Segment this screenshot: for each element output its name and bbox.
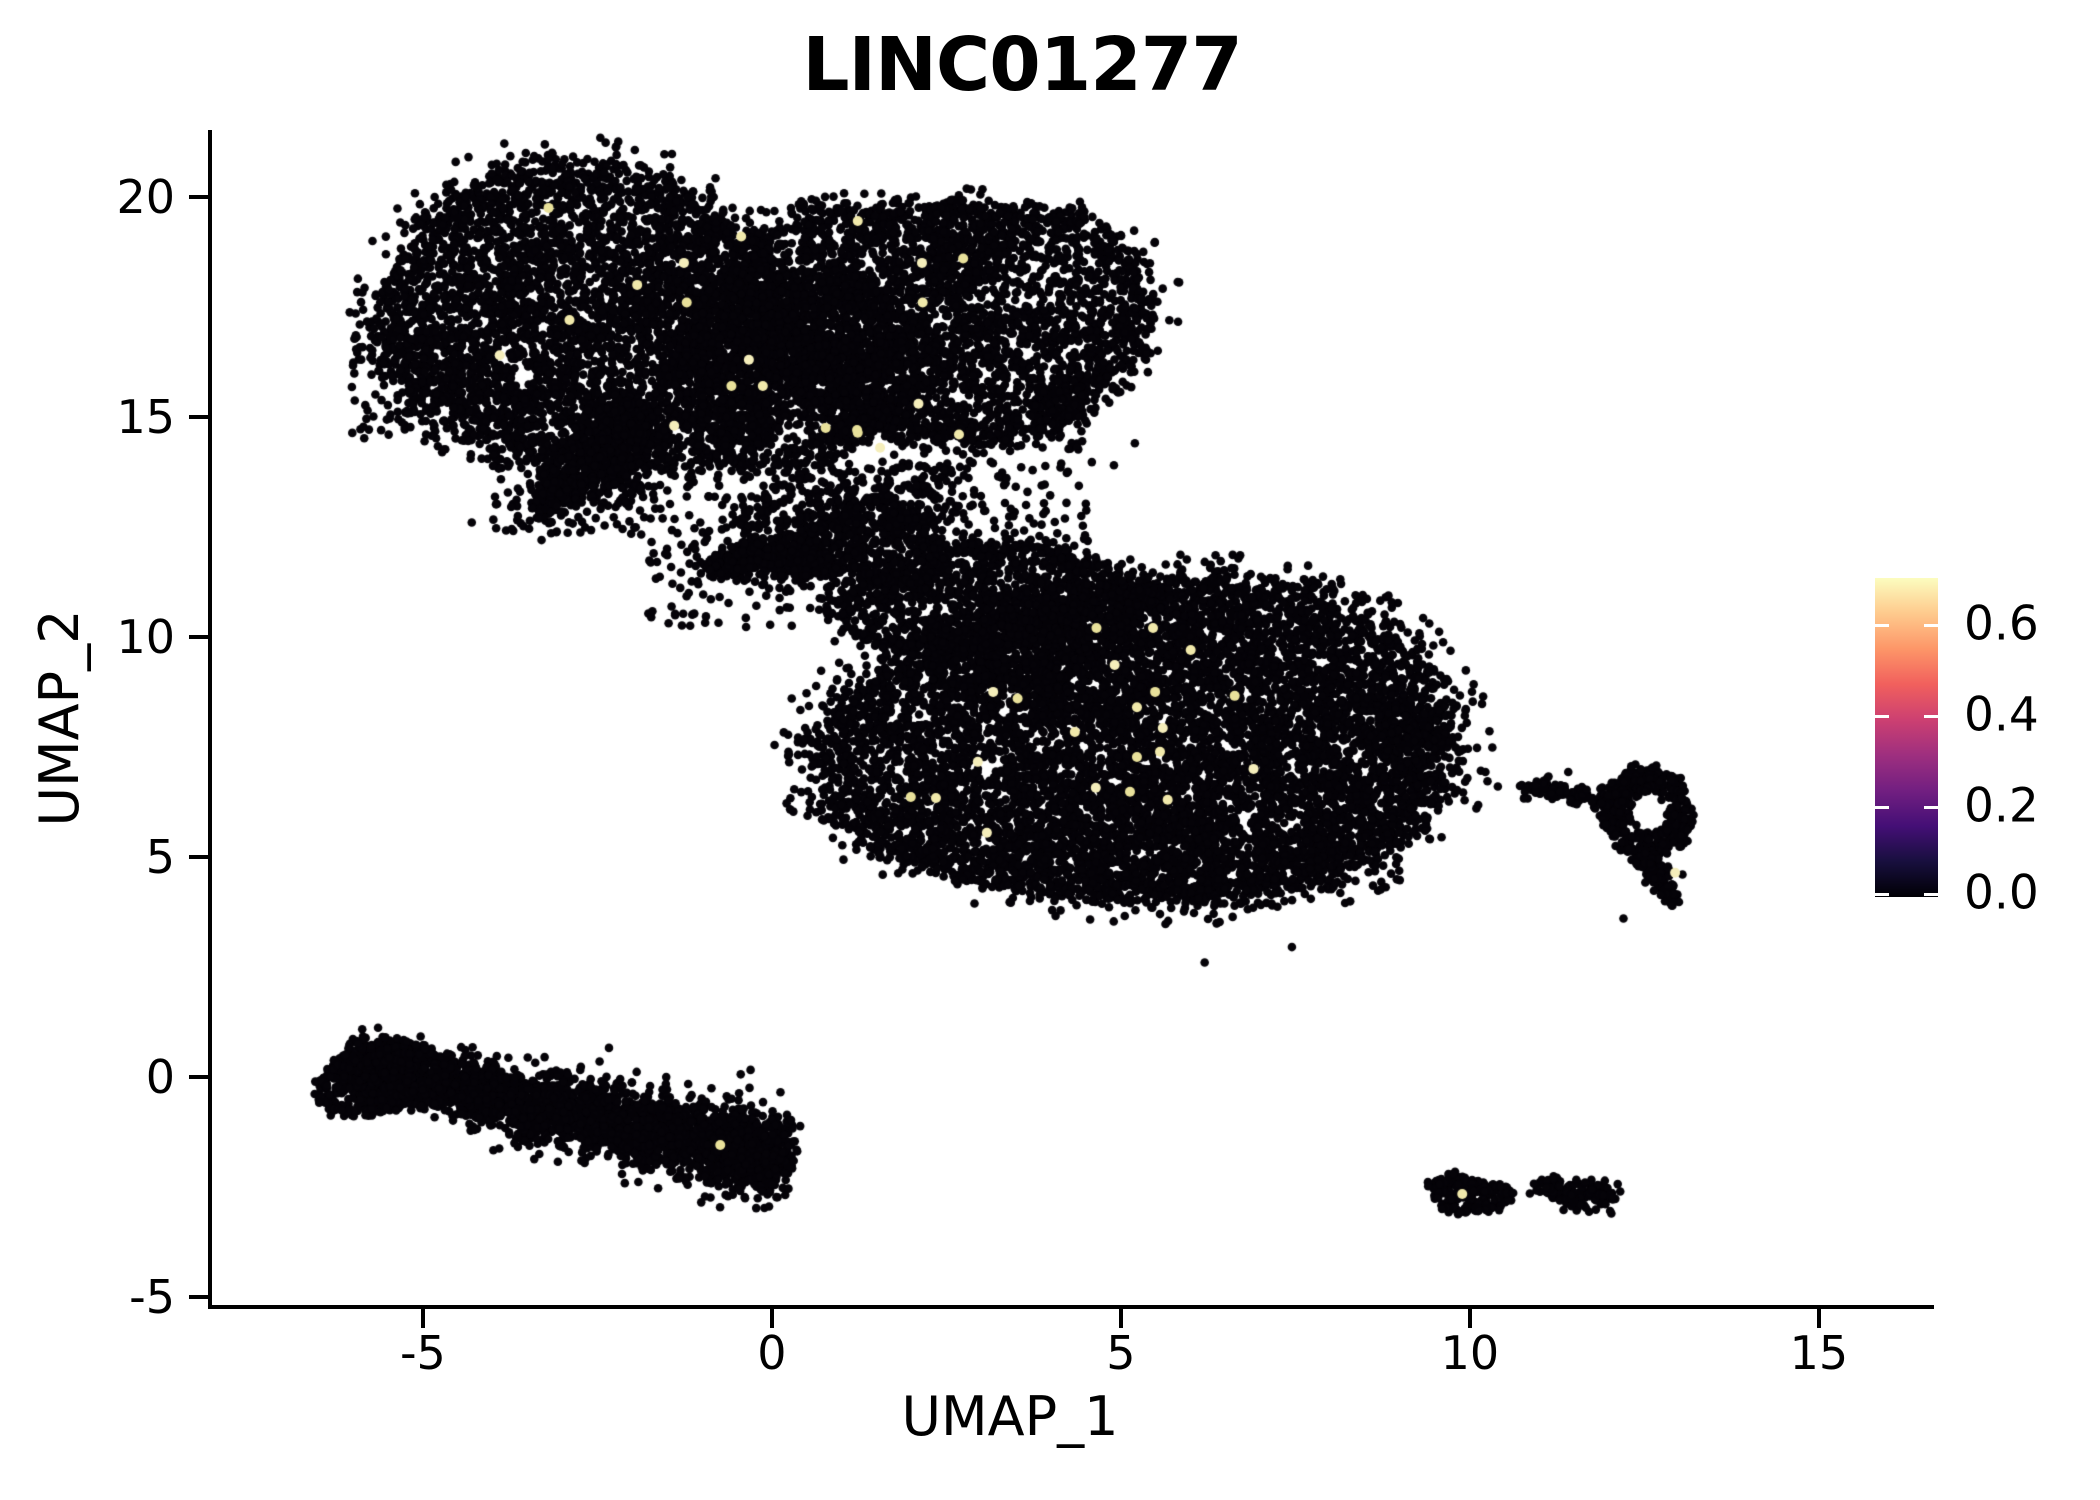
colorbar-tick-dash — [1924, 714, 1938, 718]
y-tick-label: 10 — [116, 609, 175, 664]
colorbar-tick-dash — [1875, 623, 1889, 627]
x-axis-line — [208, 1305, 1934, 1309]
x-tick-label: 15 — [1789, 1326, 1849, 1380]
y-tick-label: 0 — [145, 1049, 175, 1104]
y-tick-mark — [189, 634, 208, 639]
colorbar-tick-label: 0.0 — [1964, 865, 2039, 921]
y-tick-label: 15 — [116, 389, 175, 444]
x-tick-label: -5 — [399, 1326, 446, 1380]
y-tick-mark — [189, 194, 208, 199]
y-axis-title: UMAP_2 — [28, 609, 91, 827]
y-tick-label: -5 — [129, 1269, 175, 1324]
colorbar-tick-dash — [1875, 805, 1889, 809]
x-tick-label: 5 — [1106, 1326, 1136, 1380]
colorbar-gradient — [1875, 578, 1938, 897]
x-tick-mark — [1467, 1309, 1472, 1328]
x-tick-mark — [1816, 1309, 1821, 1328]
x-axis-title: UMAP_1 — [901, 1385, 1119, 1448]
y-tick-label: 5 — [145, 829, 175, 884]
y-axis-line — [208, 130, 212, 1309]
y-tick-mark — [189, 854, 208, 859]
x-tick-mark — [769, 1309, 774, 1328]
colorbar-tick-dash — [1875, 893, 1889, 896]
colorbar-tick-dash — [1924, 805, 1938, 809]
colorbar-tick-label: 0.2 — [1964, 778, 2039, 834]
x-tick-label: 10 — [1440, 1326, 1500, 1380]
colorbar-tick-label: 0.4 — [1964, 687, 2039, 743]
colorbar-tick-dash — [1875, 714, 1889, 718]
colorbar-tick-label: 0.6 — [1964, 596, 2039, 652]
y-tick-mark — [189, 1074, 208, 1079]
colorbar-tick-dash — [1924, 893, 1938, 896]
y-tick-mark — [189, 1294, 208, 1299]
x-tick-mark — [420, 1309, 425, 1328]
colorbar-tick-dash — [1924, 623, 1938, 627]
y-tick-mark — [189, 414, 208, 419]
plot-title: LINC01277 — [802, 22, 1242, 108]
y-tick-label: 20 — [116, 169, 175, 224]
x-tick-mark — [1118, 1309, 1123, 1328]
x-tick-label: 0 — [757, 1326, 787, 1380]
